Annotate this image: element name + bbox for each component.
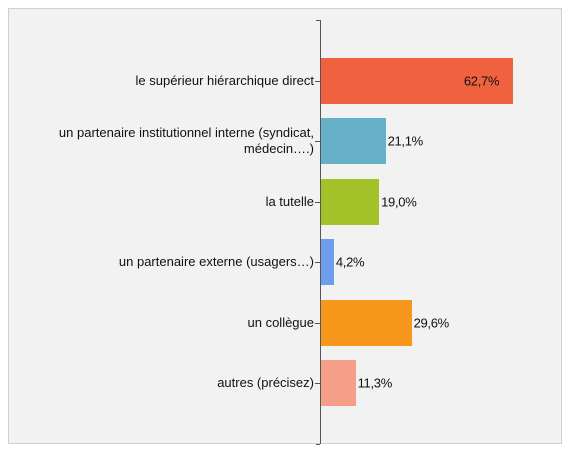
category-label: le supérieur hiérarchique direct: [135, 72, 314, 88]
value-label: 19,0%: [381, 194, 417, 209]
value-label: 21,1%: [387, 133, 424, 149]
bar: [321, 118, 386, 164]
category-tick: [315, 322, 320, 324]
category-tick: [315, 262, 320, 263]
value-label: 4,2%: [335, 254, 365, 270]
category-label: autres (précisez): [217, 375, 314, 390]
axis-line: [320, 20, 321, 444]
category-tick: [315, 141, 320, 142]
axis-end-tick: [316, 20, 320, 21]
category-label: un partenaire externe (usagers…): [118, 254, 314, 269]
category-label: la tutelle: [265, 193, 314, 209]
bar: [321, 178, 380, 225]
category-tick: [315, 80, 320, 82]
category-tick: [315, 383, 320, 384]
category-tick: [315, 201, 320, 203]
bar: [321, 360, 356, 406]
category-label: un partenaire institutionnel interne (sy…: [58, 125, 314, 156]
value-label: 62,7%: [463, 73, 500, 88]
value-label: 29,6%: [413, 315, 450, 330]
bar: [321, 239, 334, 285]
bar: [321, 57, 513, 104]
axis-end-tick: [316, 443, 320, 445]
bar: [321, 299, 412, 346]
category-label: un collègue: [247, 314, 315, 330]
value-label: 11,3%: [357, 375, 393, 391]
